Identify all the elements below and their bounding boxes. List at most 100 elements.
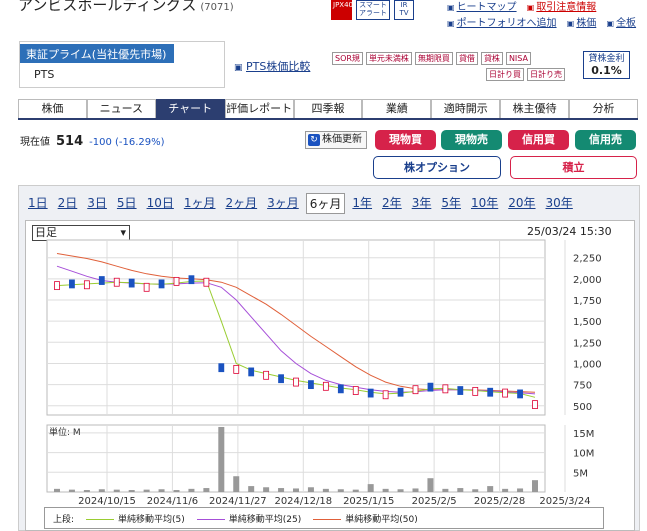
badge-odd-lot: 単元未満株 [365,52,412,65]
trade-caution-link-text[interactable]: 取引注意情報 [536,2,597,13]
badge-daytrade-sell: 日計り売 [527,68,565,81]
stock-price-link[interactable]: ▣ 株価 [567,16,597,32]
trade-badges: SOR規 単元未満株 無期限買 貸借 貸株 NISA [332,52,531,65]
refresh-button[interactable]: ↻ 株価更新 [305,131,367,149]
candle [367,388,374,398]
volume-bar [397,489,404,492]
top-links: ▣ ヒートマップ ▣ 取引注意情報 ▣ ポートフォリオへ追加 ▣ 株価 ▣ 全板 [447,0,643,32]
volume-pane [46,424,546,493]
full-board-link[interactable]: ▣ 全板 [607,16,637,32]
candle [427,382,434,392]
period-2d[interactable]: 2日 [57,196,78,210]
volume-bar [233,476,240,492]
period-3y[interactable]: 3年 [411,196,432,210]
price-tick-label: 1,000 [573,359,602,370]
chart-interval-select[interactable]: 日足 [32,225,130,241]
period-10d[interactable]: 10日 [146,196,174,210]
market-option-prime[interactable]: 東証プライム(当社優先市場) [20,44,174,63]
tab-analysis[interactable]: 分析 [569,99,639,118]
period-5d[interactable]: 5日 [116,196,137,210]
candle [517,389,523,399]
portfolio-add-link-text[interactable]: ポートフォリオへ追加 [456,18,557,29]
legend-prefix: 上段: [53,514,75,525]
spot-buy-button[interactable]: 現物買 [375,130,436,150]
tab-shareholder-benefits[interactable]: 株主優待 [500,99,570,118]
tab-news[interactable]: ニュース [86,99,156,118]
volume-bar [352,489,359,492]
tab-rating-report[interactable]: 評価レポート [224,99,294,118]
volume-bar [248,486,255,492]
company-name-text: アンビスホールディングス [18,0,197,14]
margin-sell-button[interactable]: 信用売 [575,130,636,150]
price-tick-label: 2,250 [573,254,602,265]
full-board-link-text[interactable]: 全板 [616,18,637,29]
stock-option-button[interactable]: 株オプション [373,156,501,179]
jpx400-icon[interactable]: JPX400 [331,0,357,20]
tsumitate-button[interactable]: 積立 [510,156,637,179]
margin-buy-button[interactable]: 信用買 [508,130,569,150]
candle [442,384,449,394]
period-5y[interactable]: 5年 [441,196,461,210]
x-tick-label: 2025/1/15 [343,496,394,507]
candle [382,390,389,400]
tab-chart[interactable]: チャート [155,99,225,118]
volume-bar [412,488,419,492]
tab-disclosure[interactable]: 適時開示 [431,99,501,118]
x-tick-label: 2025/2/5 [412,496,457,507]
tab-earnings[interactable]: 業績 [362,99,432,118]
period-2m[interactable]: 2ヶ月 [225,196,258,210]
arrow-icon: ▣ [447,3,455,12]
period-3d[interactable]: 3日 [87,196,107,210]
legend-ma25-label: 単純移動平均(25) [228,514,302,525]
tab-shikiho[interactable]: 四季報 [293,99,363,118]
volume-bar [54,488,60,492]
arrow-icon: ▣ [526,3,535,12]
x-tick-label: 2024/10/15 [78,496,136,507]
volume-unit-label: 単位: M [49,426,81,438]
market-option-pts[interactable]: PTS [34,68,55,81]
stock-price-link-text[interactable]: 株価 [576,18,597,29]
portfolio-add-link[interactable]: ▣ ポートフォリオへ追加 [447,16,557,32]
legend-ma5-label: 単純移動平均(5) [118,514,185,525]
volume-bar [98,489,105,492]
legend-line-ma5 [86,518,115,520]
heatmap-link[interactable]: ▣ ヒートマップ [447,0,517,16]
period-3m[interactable]: 3ヶ月 [267,196,299,210]
lending-rate-value: 0.1% [591,64,622,77]
candle [352,386,359,395]
period-1d[interactable]: 1日 [28,196,48,210]
period-2y[interactable]: 2年 [382,196,402,210]
volume-bar [218,426,225,492]
volume-bar [532,480,538,492]
volume-bar [307,487,314,492]
period-1m[interactable]: 1ヶ月 [183,196,216,210]
smart-alert-icon[interactable]: スマートアラート [356,0,390,20]
pts-compare-link-text[interactable]: PTS株価比較 [246,60,311,73]
stock-code: (7071) [200,2,234,13]
candle [128,278,135,288]
period-10y[interactable]: 10年 [470,196,499,210]
candle [337,384,344,394]
x-tick-label: 2025/3/24 [539,496,590,507]
volume-bar [427,478,434,492]
period-1y[interactable]: 1年 [352,196,373,210]
ir-tv-icon[interactable]: IR TV [394,0,414,20]
volume-bar [113,489,120,492]
tab-price[interactable]: 株価 [18,99,87,118]
candle [143,282,150,292]
spot-sell-button[interactable]: 現物売 [441,130,502,150]
volume-tick-label: 5M [573,468,588,479]
lending-rate-box: 貸株金利 0.1% [583,51,630,79]
price-pane [46,239,546,416]
period-30y[interactable]: 30年 [545,196,573,210]
period-20y[interactable]: 20年 [508,196,536,210]
volume-bar [367,484,374,492]
badge-nisa: NISA [505,52,531,65]
period-6m[interactable]: 6ヶ月 [305,193,346,214]
company-name: アンビスホールディングス (7071) [18,0,234,15]
heatmap-link-text[interactable]: ヒートマップ [456,2,517,13]
trade-caution-link[interactable]: ▣ 取引注意情報 [527,0,597,16]
volume-bar [128,490,135,492]
pts-compare-link[interactable]: ▣ PTS株価比較 [234,58,310,74]
current-price: 現在値 514 -100 (-16.29%) [20,133,165,149]
